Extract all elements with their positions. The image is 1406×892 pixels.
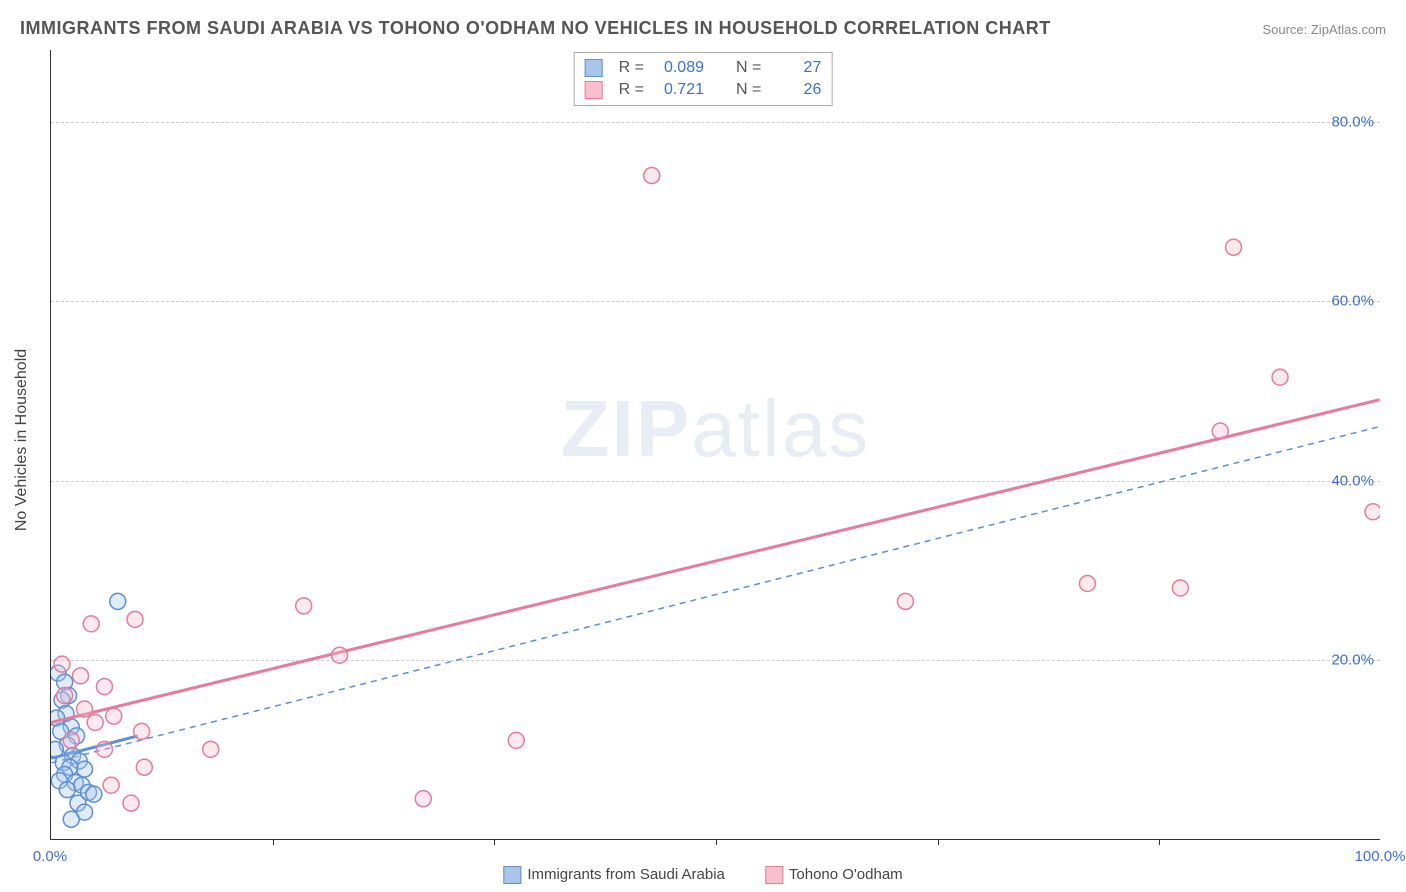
x-tick-label: 0.0% — [33, 848, 67, 865]
tohono-point — [296, 598, 312, 614]
tohono-point — [77, 701, 93, 717]
tohono-point — [54, 656, 70, 672]
plot-svg — [51, 50, 1380, 839]
tohono-point — [127, 611, 143, 627]
tohono-point — [897, 593, 913, 609]
tohono-point — [57, 688, 73, 704]
n-label: N = — [736, 81, 761, 99]
saudi-point — [86, 786, 102, 802]
tohono-point — [1226, 239, 1242, 255]
tohono-point — [644, 168, 660, 184]
n-label: N = — [736, 59, 761, 77]
tohono-trend-line — [51, 400, 1379, 723]
tohono-point — [203, 741, 219, 757]
tohono-point — [123, 795, 139, 811]
bottom-legend: Immigrants from Saudi Arabia Tohono O'odh… — [503, 866, 902, 884]
stat-legend-row: R = 0.089 N = 27 — [585, 57, 822, 79]
tohono-point — [73, 668, 89, 684]
tohono-point — [96, 679, 112, 695]
tohono-point — [1365, 504, 1380, 520]
saudi-point — [63, 811, 79, 827]
stat-legend: R = 0.089 N = 27 R = 0.721 N = 26 — [574, 52, 833, 106]
x-tick-mark — [938, 839, 939, 845]
tohono-point — [106, 708, 122, 724]
r-label: R = — [619, 81, 644, 99]
bottom-legend-item: Immigrants from Saudi Arabia — [503, 866, 725, 884]
tohono-point — [508, 732, 524, 748]
source-label: Source: ZipAtlas.com — [1262, 22, 1386, 37]
y-axis-label: No Vehicles in Household — [13, 349, 31, 531]
tohono-point — [87, 714, 103, 730]
tohono-point — [103, 777, 119, 793]
legend-label: Immigrants from Saudi Arabia — [527, 866, 725, 883]
plot-area: ZIPatlas 20.0%40.0%60.0%80.0% — [50, 50, 1380, 840]
saudi-point — [110, 593, 126, 609]
chart-container: IMMIGRANTS FROM SAUDI ARABIA VS TOHONO O… — [0, 0, 1406, 892]
tohono-point — [96, 741, 112, 757]
r-value: 0.721 — [654, 81, 704, 99]
legend-label: Tohono O'odham — [789, 866, 903, 883]
x-tick-mark — [716, 839, 717, 845]
x-tick-mark — [494, 839, 495, 845]
n-value: 26 — [771, 81, 821, 99]
tohono-point — [1272, 369, 1288, 385]
n-value: 27 — [771, 59, 821, 77]
x-tick-mark — [273, 839, 274, 845]
tohono-point — [1079, 575, 1095, 591]
tohono-point — [134, 723, 150, 739]
r-value: 0.089 — [654, 59, 704, 77]
tohono-point — [63, 732, 79, 748]
r-label: R = — [619, 59, 644, 77]
tohono-point — [1212, 423, 1228, 439]
legend-swatch — [503, 866, 521, 884]
bottom-legend-item: Tohono O'odham — [765, 866, 903, 884]
legend-swatch — [585, 59, 603, 77]
stat-legend-row: R = 0.721 N = 26 — [585, 79, 822, 101]
x-tick-mark — [1159, 839, 1160, 845]
x-tick-label: 100.0% — [1355, 848, 1406, 865]
legend-swatch — [765, 866, 783, 884]
legend-swatch — [585, 81, 603, 99]
tohono-point — [136, 759, 152, 775]
saudi-point — [59, 782, 75, 798]
tohono-point — [415, 791, 431, 807]
tohono-point — [1172, 580, 1188, 596]
tohono-point — [332, 647, 348, 663]
tohono-point — [83, 616, 99, 632]
chart-title: IMMIGRANTS FROM SAUDI ARABIA VS TOHONO O… — [20, 18, 1051, 39]
